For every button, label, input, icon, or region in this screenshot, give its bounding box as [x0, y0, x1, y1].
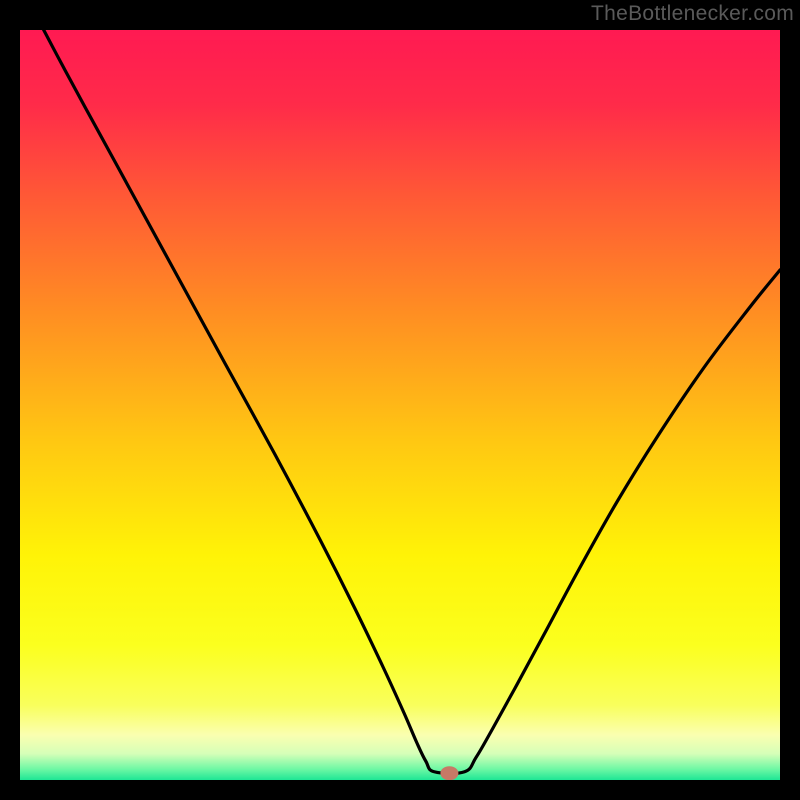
gradient-background [20, 30, 780, 780]
minimum-marker [440, 766, 458, 780]
watermark-text: TheBottlenecker.com [591, 2, 794, 26]
chart-container: TheBottlenecker.com [0, 0, 800, 800]
bottleneck-chart [20, 30, 780, 780]
